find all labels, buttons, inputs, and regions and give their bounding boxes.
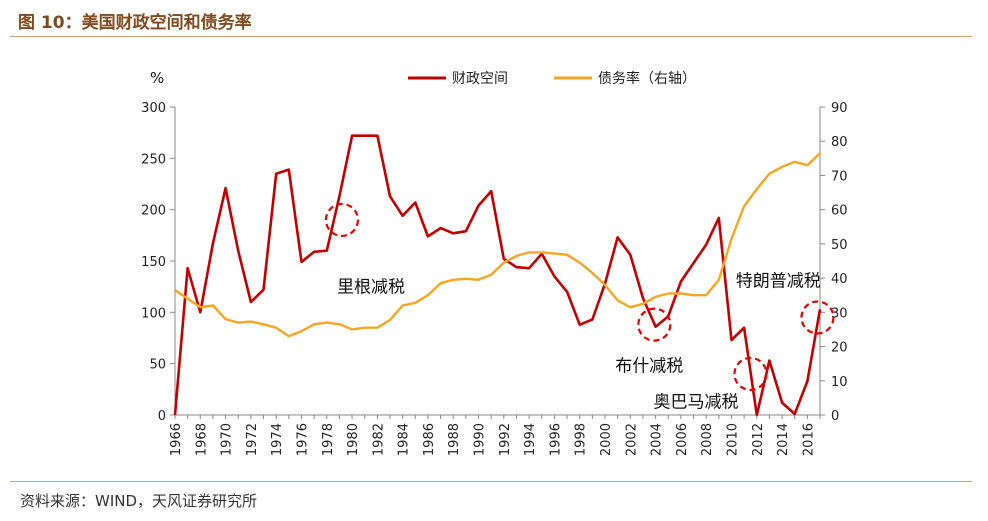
x-tick-label: 1992 — [498, 423, 513, 456]
annotation-circle — [637, 307, 672, 342]
left-axis-unit: % — [150, 69, 164, 87]
series-line-debt-ratio — [174, 152, 821, 338]
x-tick-label: 2008 — [700, 423, 715, 456]
x-tick-label: 2000 — [599, 423, 614, 456]
x-tick-label: 2010 — [725, 423, 740, 456]
annotation-label: 里根减税 — [337, 278, 405, 298]
x-tick-label: 1974 — [270, 423, 285, 456]
right-tick-label: 90 — [831, 101, 848, 116]
page-title: 图 10：美国财政空间和债务率 — [18, 13, 252, 33]
footer-divider — [10, 481, 972, 482]
x-tick-label: 2012 — [751, 423, 766, 456]
right-tick-label: 30 — [831, 306, 848, 321]
series-line-fiscal-space — [173, 134, 822, 417]
right-tick-label: 20 — [831, 341, 848, 356]
left-tick-label: 300 — [141, 101, 166, 116]
legend-label-debt-ratio: 债务率（右轴） — [598, 70, 696, 87]
legend-label-fiscal-space: 财政空间 — [452, 71, 508, 87]
left-tick-label: 250 — [141, 152, 166, 167]
annotation-circle — [733, 356, 768, 392]
annotation-circle — [800, 300, 835, 335]
right-tick-label: 80 — [831, 135, 848, 150]
x-tick-label: 1970 — [220, 423, 235, 456]
left-tick-label: 50 — [149, 358, 166, 373]
right-tick-label: 60 — [831, 204, 848, 219]
x-tick-label: 1986 — [422, 423, 437, 456]
x-tick-label: 2014 — [776, 423, 791, 456]
right-tick-label: 0 — [831, 409, 839, 424]
left-tick-label: 100 — [141, 306, 166, 321]
x-tick-label: 1982 — [371, 423, 386, 456]
x-tick-label: 1998 — [574, 423, 589, 456]
source-note: 资料来源：WIND，天风证券研究所 — [20, 492, 258, 510]
x-tick-label: 2016 — [801, 423, 816, 456]
annotation-circle — [324, 202, 360, 238]
title-divider — [10, 36, 972, 37]
right-tick-label: 10 — [831, 375, 848, 390]
x-tick-label: 1994 — [523, 423, 538, 456]
left-tick-label: 0 — [158, 409, 166, 424]
x-tick-label: 1988 — [447, 423, 462, 456]
x-tick-label: 1966 — [169, 423, 184, 456]
annotation-label: 奥巴马减税 — [654, 393, 739, 413]
annotation-label: 布什减税 — [615, 357, 683, 377]
x-tick-label: 1976 — [295, 423, 310, 456]
x-tick-label: 1972 — [245, 423, 260, 456]
x-tick-label: 1984 — [397, 423, 412, 456]
chart-legend: 财政空间 债务率（右轴） — [408, 70, 696, 87]
x-tick-label: 1980 — [346, 423, 361, 456]
left-tick-label: 150 — [141, 255, 166, 270]
x-tick-label: 1990 — [473, 423, 488, 456]
right-tick-label: 50 — [831, 238, 848, 253]
x-tick-label: 1996 — [548, 423, 563, 456]
x-tick-label: 2006 — [675, 423, 690, 456]
x-tick-label: 1978 — [321, 423, 336, 456]
left-tick-label: 200 — [141, 204, 166, 219]
chart-axes: 0 50 100 150 200 250 300 0 10 20 30 40 50 60 70 80 90 196… — [141, 101, 847, 456]
x-tick-label: 2002 — [624, 423, 639, 456]
x-tick-label: 1968 — [194, 423, 209, 456]
annotation-label: 特朗普减税 — [736, 272, 821, 292]
chart-lines — [173, 134, 822, 417]
right-tick-label: 70 — [831, 169, 848, 184]
right-tick-label: 40 — [831, 272, 848, 287]
x-tick-label: 2004 — [650, 423, 665, 456]
